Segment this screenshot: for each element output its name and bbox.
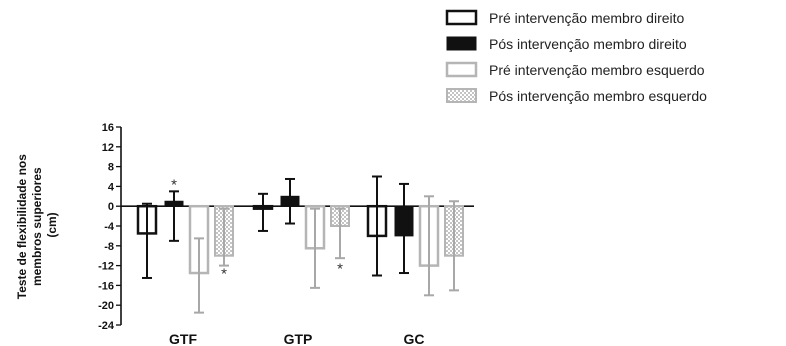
legend-item-3: Pré intervenção membro esquerdo — [445, 61, 705, 78]
bars-group — [136, 195, 464, 275]
error-bars-group — [142, 175, 459, 314]
legend-label: Pré intervenção membro direito — [489, 10, 685, 26]
error-bar-gc-series-2 — [399, 182, 409, 275]
error-bar-gtf-series-2 — [169, 190, 179, 242]
error-bar-gc-series-3 — [424, 195, 434, 297]
error-bar-gtp-series-3 — [310, 207, 320, 289]
legend-item-2: Pós intervenção membro direito — [446, 36, 687, 52]
y-tick-label: -24 — [98, 320, 115, 332]
x-tick-label-gtp: GTP — [284, 331, 313, 346]
x-tick-label-gc: GC — [404, 331, 425, 346]
y-tick-label: -4 — [104, 221, 115, 233]
legend-label: Pré intervenção membro esquerdo — [489, 62, 705, 78]
legend-swatch — [445, 9, 478, 26]
legend-item-1: Pré intervenção membro direito — [445, 9, 685, 26]
significance-marker: * — [337, 261, 343, 278]
error-bar-gtp-series-2 — [285, 177, 295, 225]
legend-swatch — [446, 36, 477, 51]
y-tick-label: -20 — [98, 300, 114, 312]
error-bar-gc-series-4 — [449, 200, 459, 292]
y-axis-label-line-2: membros superiores — [30, 167, 44, 286]
significance-markers: * * * — [171, 176, 343, 282]
legend-label: Pós intervenção membro direito — [489, 36, 687, 52]
y-tick-label: 8 — [108, 162, 114, 174]
legend: Pré intervenção membro direito Pós interv… — [445, 9, 707, 104]
legend-swatch — [446, 88, 477, 103]
error-bar-gtf-series-4 — [219, 207, 229, 267]
y-tick-label: 12 — [102, 142, 114, 154]
error-bar-gc-series-1 — [372, 175, 382, 277]
y-axis-label: Teste de flexibilidade nos membros super… — [15, 151, 59, 300]
y-axis-label-line-3: (cm) — [45, 212, 59, 237]
legend-item-4: Pós intervenção membro esquerdo — [446, 88, 707, 104]
error-bar-gtf-series-1 — [142, 202, 152, 279]
y-axis-label-line-1: Teste de flexibilidade nos — [15, 154, 29, 299]
error-bar-gtp-series-4 — [335, 207, 345, 260]
y-tick-label: 0 — [108, 201, 114, 213]
y-tick-label: -8 — [104, 241, 114, 253]
y-tick-label: 4 — [108, 181, 115, 193]
legend-swatch — [445, 61, 478, 78]
x-tick-labels: GTF GTP GC — [169, 331, 425, 346]
error-bar-gtp-series-1 — [258, 192, 268, 232]
error-bar-gtf-series-3 — [194, 237, 204, 314]
x-tick-label-gtf: GTF — [169, 331, 197, 346]
y-tick-label: -12 — [98, 261, 114, 273]
significance-marker: * — [171, 176, 177, 193]
legend-label: Pós intervenção membro esquerdo — [489, 88, 707, 104]
y-tick-label: 16 — [102, 122, 114, 134]
significance-marker: * — [221, 266, 227, 283]
y-tick-label: -16 — [98, 280, 114, 292]
